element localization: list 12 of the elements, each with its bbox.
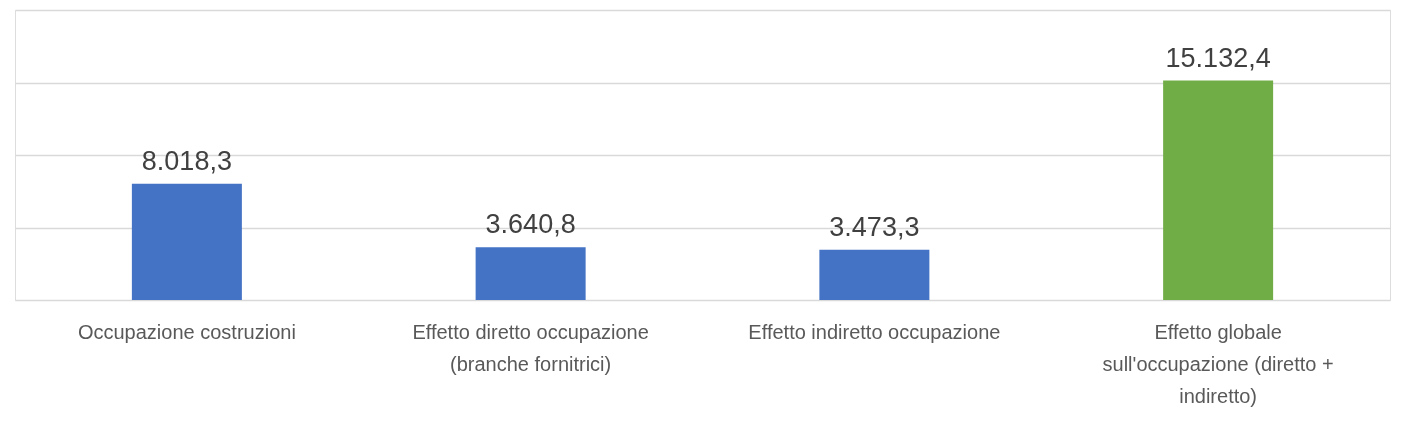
x-tick-label: Occupazione costruzioni: [77, 320, 296, 343]
x-tick-label: Effetto diretto occupazione (branche fornitrici): [412, 320, 649, 375]
data-label: 3.640,8: [485, 209, 576, 240]
data-label: 3.473,3: [829, 211, 920, 242]
bar: [819, 249, 930, 300]
data-label: 15.132,4: [1165, 42, 1271, 73]
x-tick-label: Effetto globale sull'occupazione (diretto + indiretto): [1102, 320, 1334, 407]
bar: [1163, 80, 1274, 300]
bar: [475, 247, 586, 300]
x-tick-label: Effetto indiretto occupazione: [748, 320, 1001, 343]
bar: [131, 183, 242, 300]
data-label: 8.018,3: [141, 145, 232, 176]
